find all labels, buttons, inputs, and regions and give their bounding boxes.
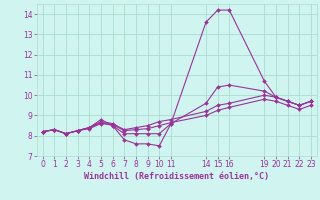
X-axis label: Windchill (Refroidissement éolien,°C): Windchill (Refroidissement éolien,°C) xyxy=(84,172,269,181)
